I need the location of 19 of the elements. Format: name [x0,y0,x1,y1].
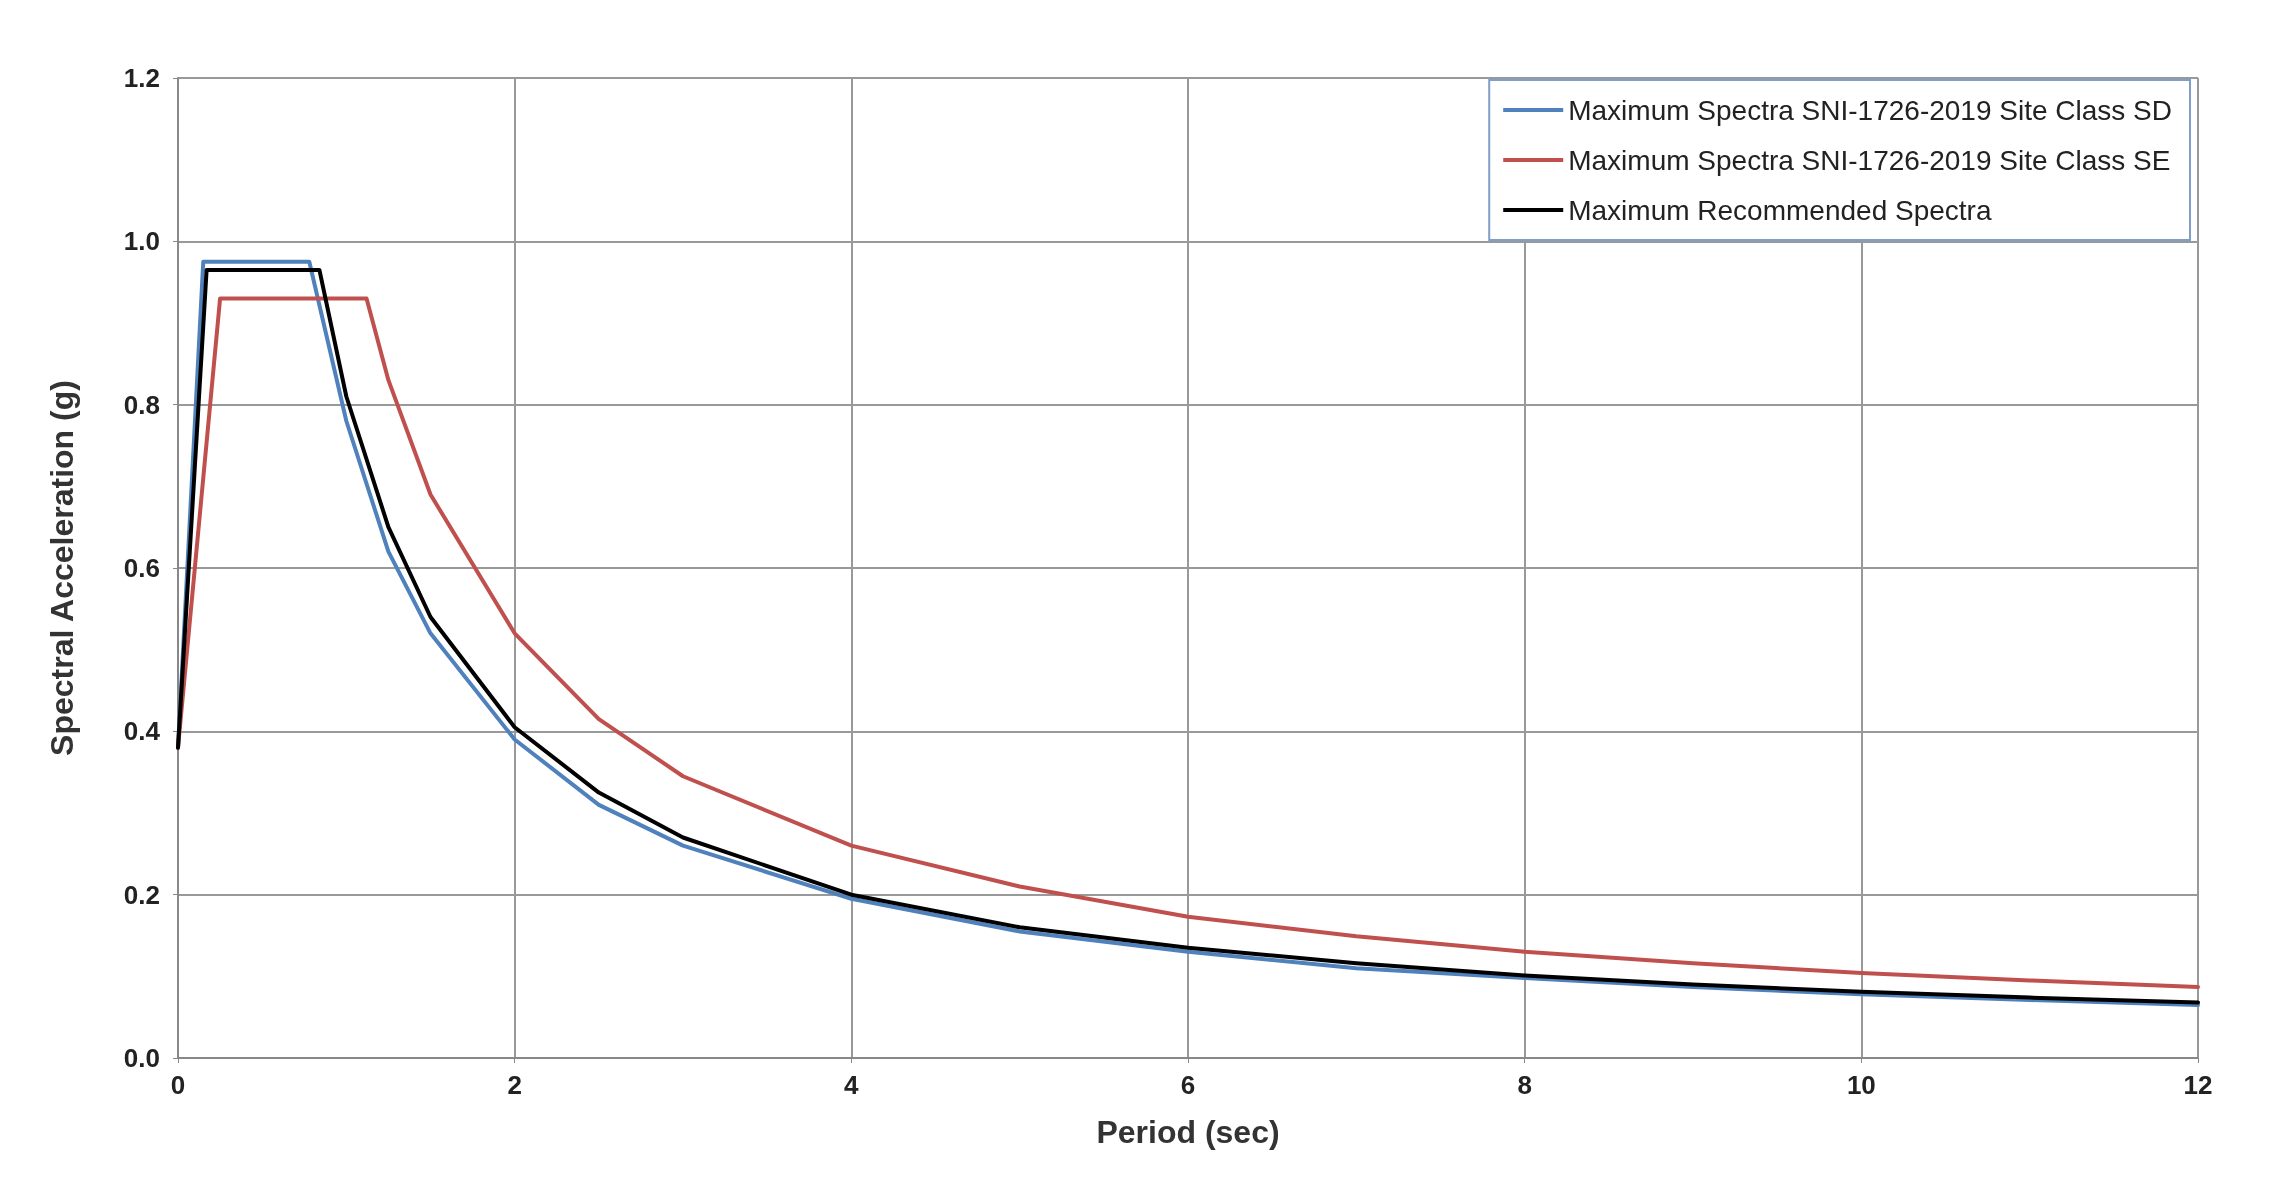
x-tick-label: 4 [844,1070,860,1100]
x-tick-label: 12 [2183,1070,2213,1100]
legend-label: Maximum Recommended Spectra [1568,194,1992,226]
x-tick-label: 8 [1517,1070,1532,1100]
x-tick-label: 0 [170,1070,186,1100]
x-tick-label: 2 [507,1070,522,1100]
y-tick-label: 0.2 [123,879,160,910]
x-tick-label: 10 [1846,1070,1876,1100]
y-tick-label: 1.2 [123,63,160,93]
x-tick-label: 6 [1180,1070,1196,1100]
y-tick-label: 0.8 [123,389,160,420]
y-tick-label: 0.6 [123,553,160,583]
y-tick-label: 1.0 [123,226,160,257]
y-axis-title: Spectral Acceleration (g) [44,380,80,756]
y-tick-label: 0.4 [123,716,161,747]
legend-label: Maximum Spectra SNI-1726-2019 Site Class SD [1568,94,2173,126]
y-tick-label: 0.0 [123,1043,160,1073]
x-axis-title: Period (sec) [1096,1114,1280,1150]
legend-label: Maximum Spectra SNI-1726-2019 Site Class SE [1568,144,2171,176]
